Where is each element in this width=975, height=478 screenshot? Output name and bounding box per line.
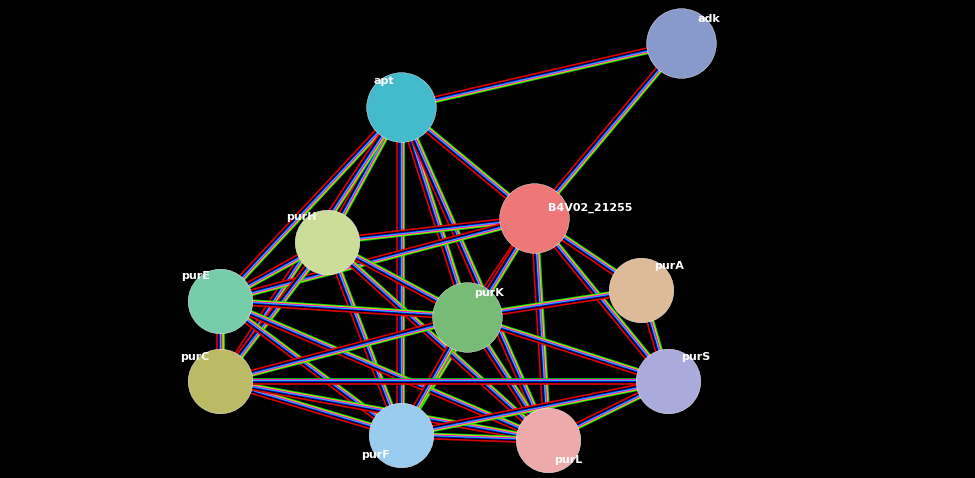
Point	[674, 39, 689, 47]
Text: purF: purF	[362, 450, 390, 460]
Point	[213, 297, 228, 304]
Text: purL: purL	[554, 456, 582, 466]
Point	[320, 238, 335, 246]
Text: B4V02_21255: B4V02_21255	[548, 202, 632, 213]
Text: purK: purK	[474, 288, 504, 297]
Point	[526, 214, 542, 222]
Point	[540, 436, 556, 444]
Text: adk: adk	[697, 14, 720, 23]
Text: purE: purE	[180, 272, 210, 282]
Point	[634, 286, 649, 294]
Point	[660, 378, 676, 385]
Point	[393, 431, 409, 439]
Point	[213, 378, 228, 385]
Text: purA: purA	[654, 261, 684, 271]
Text: purC: purC	[180, 352, 210, 362]
Text: apt: apt	[373, 76, 394, 86]
Point	[459, 313, 475, 321]
Point	[393, 104, 409, 111]
Text: purS: purS	[682, 352, 711, 362]
Text: purH: purH	[286, 212, 317, 222]
